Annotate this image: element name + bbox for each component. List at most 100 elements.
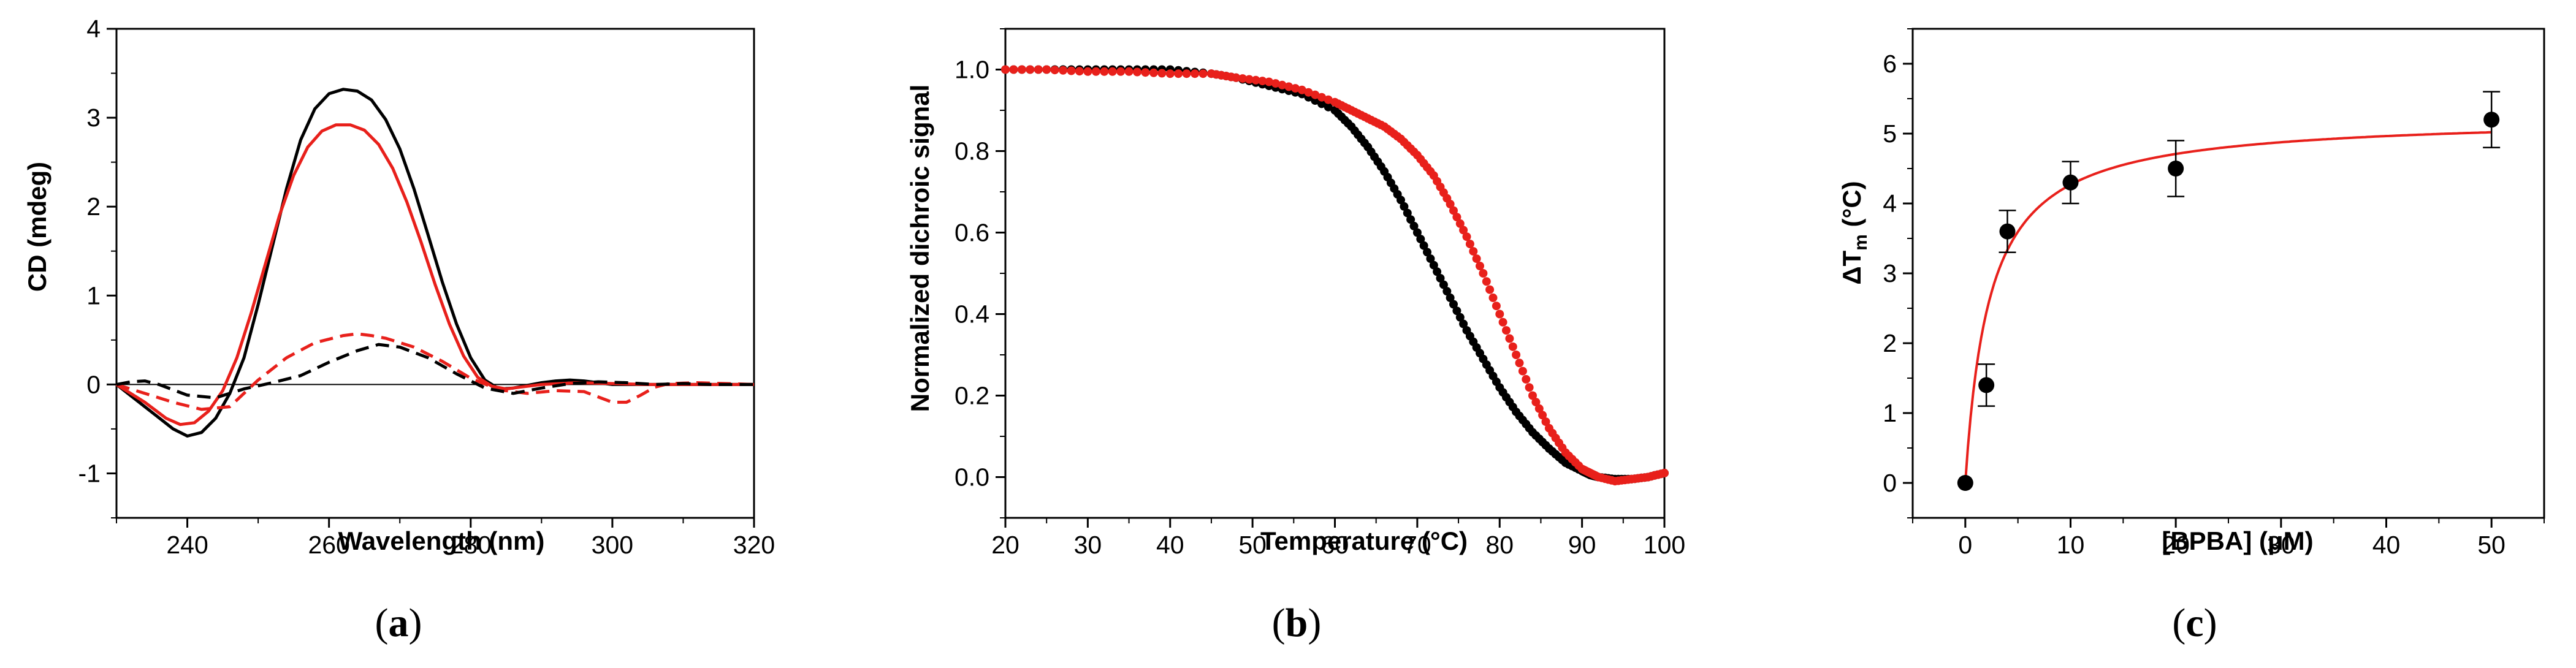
- panel-b-point: [1165, 69, 1175, 78]
- panel-a-letter: a: [389, 601, 409, 645]
- panel-b-y-axis-label: Normalized dichroic signal: [905, 85, 934, 412]
- panel-c-fit-curve: [1964, 131, 2492, 484]
- panel-b-point: [1091, 67, 1100, 76]
- panel-b-point: [1498, 317, 1507, 327]
- panel-b-x-tick-label: 30: [1074, 531, 1102, 559]
- panel-b-point: [1455, 313, 1465, 322]
- panel-a-series-dashed-red: [116, 332, 755, 411]
- panel-b-point: [1462, 232, 1471, 241]
- panel-b-point: [1446, 200, 1455, 208]
- panel-b-point: [1397, 195, 1405, 205]
- panel-a-y-tick-label: 3: [86, 104, 101, 132]
- panel-c-y-tick-label: 5: [1883, 120, 1897, 148]
- panel-b-point: [1271, 79, 1280, 88]
- panel-b-point: [1400, 202, 1409, 211]
- panel-c-data-point: [2483, 112, 2500, 128]
- panel-a-cd-spectra: 240 260 280 300 320 -1 0 1 2 3 4 Wavelength (nm) C…: [23, 15, 775, 645]
- panel-c-data-point: [1957, 475, 1973, 491]
- panel-b-point: [1182, 69, 1191, 78]
- panel-b-point: [1232, 73, 1241, 82]
- panel-b-point: [1034, 65, 1043, 74]
- panel-b-point: [1492, 302, 1501, 311]
- panel-c-x-axis-label: [BPBA] (μM): [2162, 526, 2313, 555]
- panel-c-data-point: [2062, 174, 2079, 191]
- panel-b-point: [1124, 67, 1134, 76]
- panel-c-frame: [1911, 28, 2545, 519]
- panel-b-point: [1419, 241, 1428, 250]
- panel-b-point: [1423, 248, 1431, 257]
- panel-b-point: [1426, 254, 1435, 264]
- panel-b-y-tick-label: 1.0: [955, 56, 989, 84]
- panel-b-point: [1406, 215, 1416, 224]
- panel-b-point: [1534, 404, 1544, 413]
- panel-b-y-tick-label: 0.6: [955, 219, 989, 247]
- panel-b-x-axis-label: Temperature (°C): [1260, 526, 1468, 555]
- panel-b-point: [1108, 67, 1117, 76]
- panel-c-y-tick-label: 2: [1883, 329, 1897, 357]
- panel-c-x-tick-label: 40: [2372, 531, 2401, 559]
- panel-a-y-tick-label: 0: [86, 370, 101, 398]
- panel-b-point: [1531, 398, 1541, 407]
- panel-b-point: [1059, 66, 1068, 75]
- panel-a-x-tick-label: 260: [308, 531, 349, 559]
- panel-b-point: [1455, 219, 1465, 228]
- panel-c-y-axis-label: ΔTm (°C): [1837, 181, 1871, 284]
- panel-b-point: [1522, 374, 1531, 384]
- panel-b-point: [1469, 247, 1478, 256]
- panel-b-point: [1067, 66, 1076, 75]
- panel-a-y-tick-label: -1: [78, 459, 101, 487]
- panel-a-series-dashed-black: [116, 343, 754, 400]
- panel-b-point: [1026, 65, 1035, 74]
- panel-b-point: [1495, 309, 1504, 319]
- panel-b-point: [1449, 300, 1458, 309]
- panel-b-point: [1311, 90, 1320, 99]
- panel-b-point: [1265, 77, 1273, 86]
- panel-b-x-tick-label: 20: [991, 531, 1019, 559]
- panel-b-series-black-melting: [1001, 65, 1669, 484]
- panel-a-frame: [115, 28, 755, 519]
- panel-b-point: [1304, 88, 1313, 97]
- panel-b-label: (b): [1272, 601, 1322, 645]
- panel-a-x-tick-label: 240: [166, 531, 208, 559]
- panel-c-y-label-main: ΔT: [1837, 250, 1866, 284]
- panel-a-series-solid-red: [115, 123, 754, 427]
- panel-b-series-red-melting: [1001, 65, 1669, 486]
- panel-b-point: [1416, 235, 1425, 244]
- panel-b-point: [1244, 75, 1254, 84]
- panel-a-y-tick-label: 4: [86, 15, 101, 43]
- panel-b-point: [1042, 65, 1051, 74]
- panel-c-label: (c): [2172, 601, 2217, 645]
- panel-b-point: [1488, 293, 1498, 302]
- panel-b-point: [1505, 334, 1514, 343]
- panel-b-point: [1291, 84, 1300, 93]
- panel-c-plot-area: 0 10 20 30 40 50 0 1 2 3 4 5 6: [1883, 28, 2545, 559]
- panel-b-melting-curves: 20 30 40 50 60 70 80 90 100 0.0 0.2 0.4 0.6 0.8 1.0 Te…: [905, 28, 1685, 645]
- panel-c-x-tick-label: 10: [2057, 531, 2085, 559]
- panel-a-x-tick-label: 320: [733, 531, 775, 559]
- panel-b-point: [1479, 269, 1488, 278]
- panel-b-point: [1525, 383, 1534, 392]
- panel-b-y-tick-label: 0.2: [955, 382, 989, 410]
- panel-b-point: [1518, 366, 1527, 376]
- panel-c-y-label-sub: m: [1851, 234, 1871, 251]
- panel-b-point: [1446, 293, 1455, 302]
- panel-c-y-tick-label: 6: [1883, 50, 1897, 78]
- panel-b-point: [1502, 326, 1511, 335]
- panel-b-point: [1141, 68, 1150, 77]
- panel-b-point: [1297, 85, 1306, 94]
- panel-c-letter: c: [2185, 601, 2203, 645]
- panel-c-y-tick-label: 1: [1883, 399, 1897, 427]
- panel-b-point: [1324, 95, 1333, 104]
- panel-c-data-point: [1999, 223, 2016, 240]
- panel-b-point: [1433, 267, 1442, 276]
- panel-a-y-tick-label: 1: [86, 281, 101, 309]
- panel-b-point: [1442, 287, 1452, 296]
- panel-b-point: [1449, 206, 1458, 215]
- panel-b-point: [1476, 262, 1484, 270]
- panel-b-x-tick-label: 100: [1644, 531, 1685, 559]
- panel-b-point: [1508, 342, 1517, 351]
- panel-b-point: [1198, 69, 1208, 78]
- panel-a-x-tick-label: 300: [592, 531, 633, 559]
- panel-b-plot-area: 20 30 40 50 60 70 80 90 100 0.0 0.2 0.4 0.6 0.8 1.0: [955, 28, 1685, 559]
